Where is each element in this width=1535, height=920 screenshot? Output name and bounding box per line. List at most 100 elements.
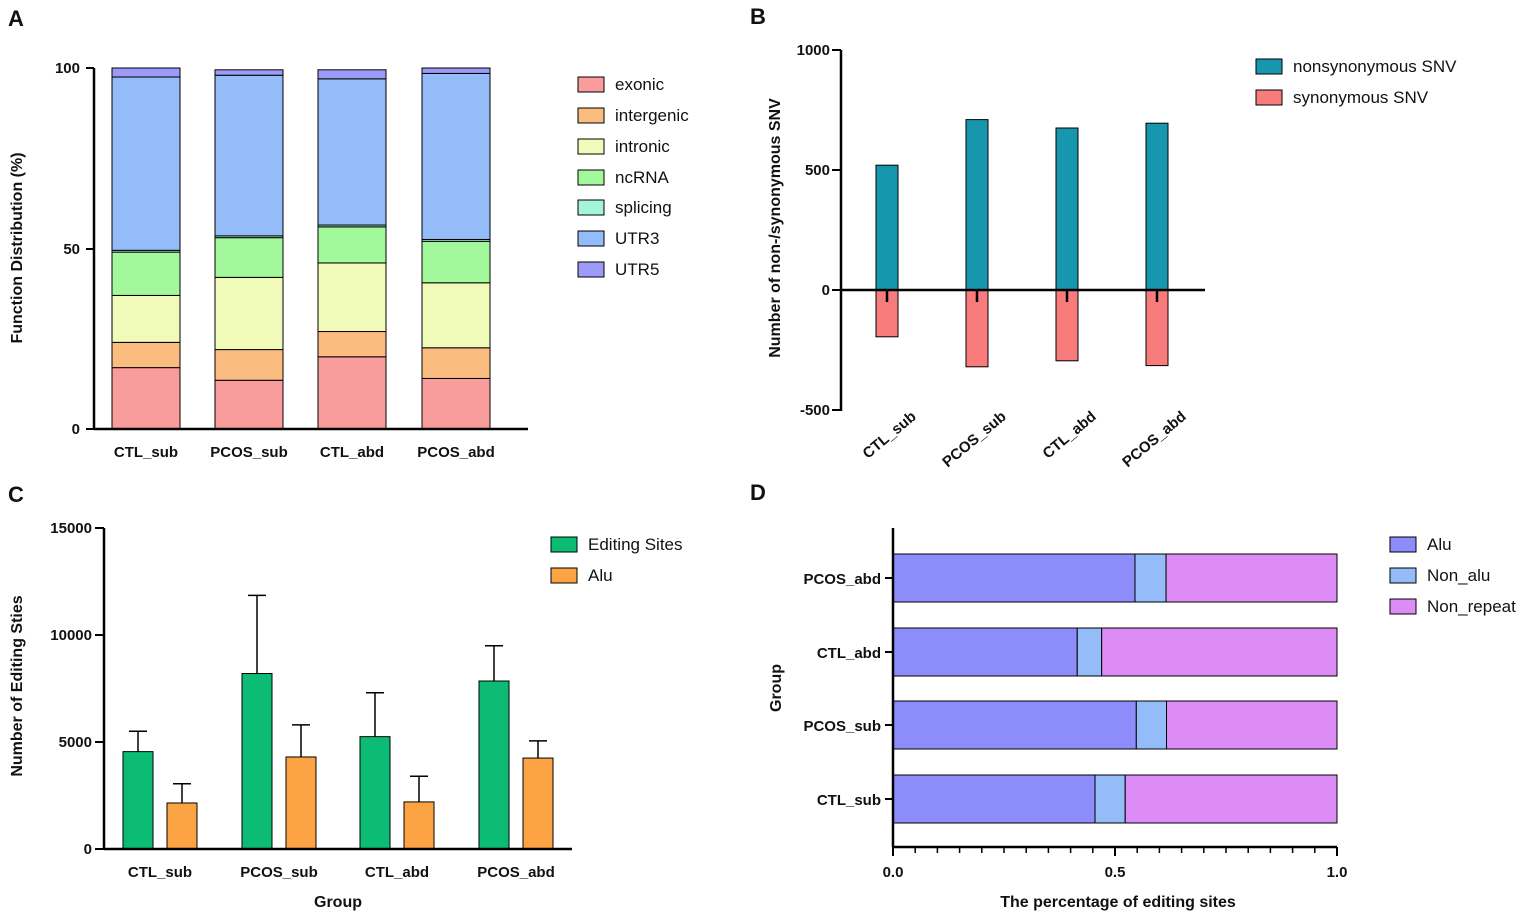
bar-editing-sites-ctl-sub [122,751,154,850]
legend-swatch-d-alu [1389,536,1417,553]
bar-intronic-ctl-abd [317,262,387,333]
panel-b-legend: nonsynonymous SNV synonymous SNV [1255,57,1457,107]
panel-b-y-axis-label: Number of non-/synonymous SNV [767,98,784,358]
bar-intergenic-ctl-abd [317,331,387,358]
legend-label-ncrna: ncRNA [615,168,670,187]
bar-non-repeat-pcos-sub [1166,700,1338,750]
panel-d-ytick-ctl-sub: CTL_sub [817,792,881,809]
bar-alu-ctl-abd [892,627,1078,677]
panel-c-ytick-10000: 10000 [50,627,92,644]
bar-non-alu-ctl-abd [1076,627,1103,677]
bar-alu-ctl-sub [892,774,1096,824]
legend-label-nonsynonymous: nonsynonymous SNV [1293,57,1457,76]
legend-swatch-intronic [577,138,605,155]
panel-c-ytick-15000: 15000 [50,520,92,537]
bar-exonic-ctl-abd [317,356,387,430]
bar-nonsynonymous-snv-pcos-abd [1145,122,1169,291]
bar-nonsynonymous-snv-pcos-sub [965,119,989,291]
bar-utr3-pcos-sub [214,74,284,237]
panel-b-xtick-ctl-sub: CTL_sub [859,408,919,462]
bar-intronic-pcos-sub [214,276,284,351]
bar-exonic-pcos-sub [214,379,284,430]
legend-label-utr5: UTR5 [615,260,659,279]
legend-swatch-d-non-alu [1389,567,1417,584]
bar-ncrna-pcos-abd [421,240,491,284]
bar-utr3-ctl-abd [317,78,387,226]
bar-utr5-pcos-abd [421,67,491,74]
bar-utr5-ctl-abd [317,69,387,80]
panel-c-ytick-0: 0 [84,841,92,858]
panel-b-ytick-0: 0 [822,282,830,299]
bar-intronic-ctl-sub [111,294,181,343]
panel-d-legend: Alu Non_alu Non_repeat [1389,535,1516,616]
bar-editing-sites-pcos-sub [241,673,273,850]
panel-a-ytick-50: 50 [63,241,80,258]
bar-non-repeat-ctl-abd [1101,627,1338,677]
bar-non-repeat-pcos-abd [1165,553,1338,603]
legend-label-synonymous: synonymous SNV [1293,88,1429,107]
panel-a-xtick-pcos-sub: PCOS_sub [210,444,288,461]
bar-intergenic-pcos-abd [421,347,491,379]
legend-label-utr3: UTR3 [615,229,659,248]
panel-a-xtick-pcos-abd: PCOS_abd [417,444,495,461]
legend-swatch-intergenic [577,107,605,124]
bar-non-repeat-ctl-sub [1124,774,1338,824]
panel-d-editing-site-percentage: 0.0 0.5 1.0 PCOS_abd CTL_abd PCOS_sub CT… [768,528,1516,911]
bar-utr3-ctl-sub [111,76,181,251]
legend-swatch-alu [550,567,578,584]
legend-swatch-nonsynonymous [1255,58,1283,75]
bar-intergenic-pcos-sub [214,349,284,381]
panel-b-xtick-pcos-sub: PCOS_sub [939,408,1009,471]
panel-d-ytick-ctl-abd: CTL_abd [817,645,881,662]
panel-label-c: C [8,482,24,507]
panel-d-ytick-pcos-sub: PCOS_sub [803,718,881,735]
legend-label-alu: Alu [588,566,613,585]
bar-alu-pcos-abd [522,757,554,850]
legend-label-exonic: exonic [615,75,665,94]
panel-a-xtick-ctl-abd: CTL_abd [320,444,384,461]
panel-c-legend: Editing Sites Alu [550,535,683,585]
bar-utr3-pcos-abd [421,72,491,240]
bar-alu-pcos-sub [285,756,317,850]
panel-c-xtick-ctl-sub: CTL_sub [128,864,192,881]
legend-label-splicing: splicing [615,198,672,217]
bar-ncrna-ctl-sub [111,251,181,296]
panel-b-snv: 1000 500 0 -500 Number of non-/synonymou… [767,42,1457,471]
panel-c-x-axis-label: Group [314,894,362,911]
legend-label-d-non-alu: Non_alu [1427,566,1490,585]
panel-b-xtick-pcos-abd: PCOS_abd [1119,408,1189,471]
panel-a-function-distribution: 0 50 100 Function Distribution (%) CTL_s… [9,60,689,461]
bar-nonsynonymous-snv-ctl-sub [875,164,899,291]
panel-a-ytick-100: 100 [55,60,80,77]
panel-a-xtick-ctl-sub: CTL_sub [114,444,178,461]
bar-alu-pcos-abd [892,553,1136,603]
legend-swatch-exonic [577,76,605,93]
bar-exonic-pcos-abd [421,377,491,430]
bar-alu-pcos-sub [892,700,1137,750]
legend-label-d-alu: Alu [1427,535,1452,554]
panel-c-xtick-ctl-abd: CTL_abd [365,864,429,881]
panel-c-editing-sites: 15000 10000 5000 0 Number of Editing Sti… [9,520,683,911]
bar-non-alu-pcos-sub [1135,700,1168,750]
panel-b-ytick-500: 500 [805,162,830,179]
panel-d-xtick-0-5: 0.5 [1105,864,1126,881]
bar-non-alu-ctl-sub [1094,774,1126,824]
bar-exonic-ctl-sub [111,367,181,430]
panel-c-xtick-pcos-sub: PCOS_sub [240,864,318,881]
legend-swatch-d-non-repeat [1389,598,1417,615]
legend-swatch-splicing [577,199,605,216]
panel-a-ytick-0: 0 [72,421,80,438]
bar-utr5-ctl-sub [111,67,181,78]
legend-swatch-synonymous [1255,89,1283,106]
bar-alu-ctl-abd [403,801,435,850]
legend-label-d-non-repeat: Non_repeat [1427,597,1516,616]
bar-non-alu-pcos-abd [1134,553,1167,603]
bar-alu-ctl-sub [166,802,198,850]
bar-editing-sites-pcos-abd [478,680,510,850]
legend-swatch-utr3 [577,230,605,247]
bar-editing-sites-ctl-abd [359,736,391,850]
panel-d-xtick-1: 1.0 [1327,864,1348,881]
legend-label-intergenic: intergenic [615,106,689,125]
panel-a-y-axis-label: Function Distribution (%) [9,152,26,343]
